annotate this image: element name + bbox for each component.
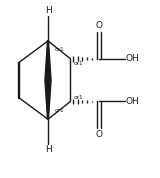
Text: or1: or1 [54, 108, 64, 113]
Text: or1: or1 [54, 47, 64, 52]
Text: H: H [45, 145, 51, 154]
Polygon shape [45, 41, 51, 80]
Text: OH: OH [126, 54, 139, 63]
Text: H: H [45, 6, 51, 15]
Text: or1: or1 [74, 95, 83, 100]
Text: O: O [96, 21, 103, 30]
Text: or1: or1 [74, 61, 83, 66]
Text: OH: OH [126, 97, 139, 106]
Polygon shape [45, 80, 51, 119]
Text: O: O [96, 130, 103, 139]
